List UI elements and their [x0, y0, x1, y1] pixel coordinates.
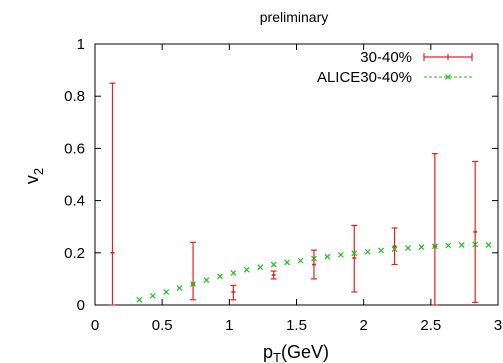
legend-sample-alice-30-40: [424, 74, 472, 80]
data-point: [230, 269, 237, 276]
marker-stroke: [257, 264, 264, 271]
data-point: [217, 273, 223, 280]
y-axis-label: v2: [22, 168, 46, 184]
series-30-40: [109, 82, 479, 306]
data-point: [257, 264, 264, 271]
data-point: [391, 246, 398, 253]
marker-stroke: [163, 289, 170, 295]
marker-stroke: [243, 266, 250, 273]
data-point: [136, 296, 143, 303]
x-tick-label: 2: [359, 317, 367, 334]
legend-marker: [445, 74, 451, 80]
marker-stroke: [284, 259, 291, 266]
data-point: [311, 255, 317, 262]
marker-stroke: [485, 242, 492, 248]
data-point: [324, 253, 331, 260]
legend: 30-40% ALICE30-40%: [317, 49, 473, 86]
data-point: [418, 244, 425, 250]
marker-stroke: [418, 244, 425, 250]
data-point: [190, 281, 196, 288]
legend-label-alice-30-40: ALICE30-40%: [317, 69, 412, 86]
marker-stroke: [378, 247, 385, 254]
data-point: [163, 289, 170, 295]
data-point: [203, 277, 210, 284]
marker-stroke: [203, 277, 210, 284]
marker-stroke: [351, 250, 358, 257]
error-bar-point: [310, 249, 317, 280]
x-tick-label: 3: [494, 317, 502, 334]
legend-label-30-40: 30-40%: [360, 49, 412, 66]
data-point: [243, 266, 250, 273]
data-point: [149, 292, 156, 299]
error-bar-point: [472, 160, 479, 303]
data-point: [297, 257, 304, 264]
marker-stroke: [270, 261, 277, 268]
marker-stroke: [190, 281, 196, 288]
data-point: [364, 248, 371, 255]
marker-stroke: [217, 273, 223, 280]
marker-stroke: [472, 241, 479, 248]
marker-stroke: [391, 246, 398, 253]
x-tick-label: 0.5: [152, 317, 173, 334]
marker-stroke: [149, 292, 156, 299]
y-tick-label: 0.4: [64, 193, 85, 210]
data-point: [405, 245, 411, 252]
x-tick-label: 1.5: [286, 317, 307, 334]
data-point: [337, 251, 344, 258]
y-tick-label: 0.2: [64, 245, 85, 262]
error-bar-point: [109, 82, 116, 306]
data-point: [351, 250, 358, 257]
y-tick-label: 1: [77, 36, 85, 53]
y-tick-label: 0: [77, 297, 85, 314]
x-axis-label: pT(GeV): [263, 342, 329, 363]
legend-sample-30-40: [423, 53, 473, 61]
marker-stroke: [445, 242, 452, 249]
marker-stroke: [311, 255, 317, 262]
data-point: [378, 247, 385, 254]
data-point: [284, 259, 291, 266]
data-point: [485, 242, 492, 248]
marker-stroke: [176, 285, 183, 291]
error-bar-point: [190, 241, 197, 301]
plot-frame: [94, 43, 499, 306]
error-bar-point: [431, 153, 438, 306]
data-point: [176, 285, 183, 291]
error-bar-point: [270, 270, 277, 280]
marker-stroke: [337, 251, 344, 258]
marker-stroke: [324, 253, 331, 260]
marker-stroke: [405, 245, 411, 252]
error-bar-point: [230, 284, 237, 301]
marker-stroke: [136, 296, 143, 303]
marker-stroke: [364, 248, 371, 255]
data-point: [445, 242, 452, 249]
chart-title: preliminary: [260, 9, 328, 25]
y-tick-label: 0.8: [64, 88, 85, 105]
x-tick-label: 0: [91, 317, 99, 334]
marker-stroke: [431, 243, 438, 250]
data-point: [472, 241, 479, 248]
x-axis: 0 0.5 1 1.5 2 2.5 3: [91, 44, 502, 334]
data-point: [431, 243, 438, 250]
marker-stroke: [297, 257, 304, 264]
data-point: [270, 261, 277, 268]
marker-stroke: [230, 269, 237, 276]
marker-stroke: [445, 74, 451, 80]
y-tick-label: 0.6: [64, 140, 85, 157]
error-bar-point: [391, 227, 398, 266]
data-point: [458, 242, 465, 248]
y-axis: 0 0.2 0.4 0.6 0.8 1: [64, 36, 498, 314]
error-bar-point: [351, 224, 358, 293]
x-tick-label: 1: [225, 317, 233, 334]
marker-stroke: [458, 242, 465, 248]
x-tick-label: 2.5: [420, 317, 441, 334]
series-alice-30-40: [136, 241, 492, 303]
